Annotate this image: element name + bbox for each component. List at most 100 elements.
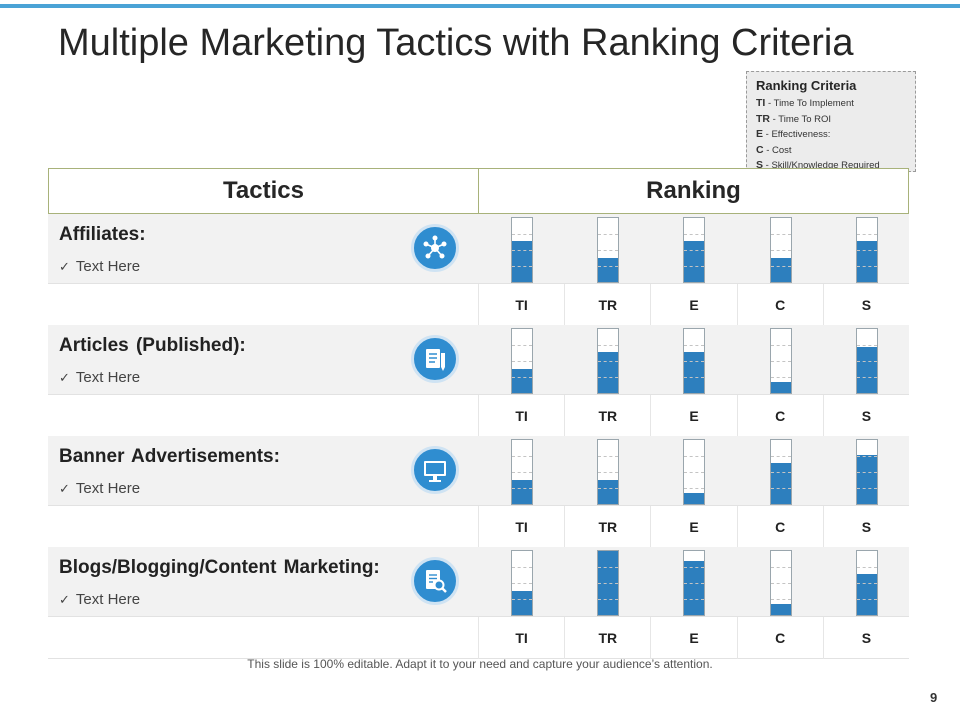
network-icon [411,224,459,272]
criteria-abbr: S [756,159,764,171]
bar-gridline [512,583,532,584]
ranking-label: S [822,284,909,326]
ranking-labels: TI TR E C S [478,284,909,326]
tactic-name: Articles (Published): [59,335,246,356]
tactic-text: ✓ Text Here [59,480,140,497]
tactic-row-main: Banner Advertisements: ✓ Text Here [48,436,909,506]
bar-gridline [770,599,791,600]
tactic-text-value: Text Here [75,591,141,608]
ranking-bar [683,217,706,283]
criteria-abbr: TI [756,97,766,109]
ranking-cell-ti [478,436,564,506]
ranking-cell-tr [564,547,650,617]
criteria-abbr: C [756,143,764,156]
ranking-bar [855,328,878,394]
bar-gridline [684,234,705,235]
checkmark-icon: ✓ [59,592,70,607]
tactic-text: ✓ Text Here [59,591,140,608]
checkmark-icon: ✓ [59,370,70,385]
ranking-cell-s [823,325,909,395]
ranking-cell-s [823,214,909,284]
bar-gridline [684,250,705,251]
ranking-label: S [822,617,909,659]
criteria-item: S - Skill/Knowledge Required [756,158,906,174]
bar-gridline [856,567,877,568]
ranking-cell-tr [564,436,650,506]
bar-gridline [598,488,619,489]
header-tactics: Tactics [49,169,479,213]
ranking-bars [478,214,909,284]
tactic-row: Articles (Published): ✓ Text Here TI TR E C S [48,325,909,437]
tactic-row-main: Blogs/Blogging/Content Marketing: ✓ Text H… [48,547,909,617]
ranking-bar-fill [512,591,532,615]
bar-gridline [598,234,619,235]
bar-gridline [770,266,791,267]
bar-gridline [598,599,619,600]
tactic-row: Affiliates: ✓ Text Here TI TR E C S [48,214,909,326]
criteria-item: E - Effectiveness: [756,127,906,143]
ranking-bar [683,328,706,394]
bar-gridline [770,567,791,568]
ranking-cell-c [737,436,823,506]
ranking-bar-fill [684,241,705,282]
tactic-name: Blogs/Blogging/Content Marketing: [59,557,380,578]
bar-gridline [856,599,877,600]
bar-gridline [684,472,705,473]
tactic-text: ✓ Text Here [59,369,140,386]
criteria-desc: - Time To Implement [765,98,854,109]
document-pen-icon [411,335,459,383]
ranking-label: E [650,395,736,437]
bar-gridline [856,377,877,378]
ranking-bars [478,436,909,506]
tactic-name: Banner Advertisements: [59,446,280,467]
ranking-bar-fill [856,347,877,393]
ranking-cell-ti [478,325,564,395]
bar-gridline [684,456,705,457]
slide-title: Multiple Marketing Tactics with Ranking … [58,22,854,64]
ranking-bar [769,217,792,283]
slide-footer-note: This slide is 100% editable. Adapt it to… [247,657,713,671]
criteria-desc: - Cost [763,144,792,156]
ranking-label: E [650,506,736,548]
ranking-label: S [822,506,909,548]
criteria-item: TR - Time To ROI [756,112,906,128]
ranking-cell-c [737,547,823,617]
bar-gridline [856,488,877,489]
ranking-cell-ti [478,214,564,284]
bar-gridline [598,456,619,457]
ranking-label: C [736,617,823,659]
bar-gridline [770,234,791,235]
bar-gridline [598,472,619,473]
bar-gridline [770,361,791,362]
bar-gridline [512,266,532,267]
tactic-row: Blogs/Blogging/Content Marketing: ✓ Text H… [48,547,909,659]
ranking-bar-fill [512,480,532,504]
ranking-label: E [650,284,736,326]
ranking-cell-tr [564,214,650,284]
bar-gridline [512,456,532,457]
tactic-row: Banner Advertisements: ✓ Text Here TI TR E C S [48,436,909,548]
ranking-bar-fill [598,258,619,282]
ranking-bar [597,439,620,505]
ranking-label: TR [564,506,650,548]
ranking-labels: TI TR E C S [478,617,909,659]
ranking-bar [511,328,533,394]
page-number: 9 [930,690,938,705]
bar-gridline [770,488,791,489]
bar-gridline [512,567,532,568]
bar-gridline [598,567,619,568]
bar-gridline [856,266,877,267]
ranking-cell-s [823,547,909,617]
ranking-bar [769,550,792,616]
ranking-labels-row: TI TR E C S [48,284,909,326]
ranking-bar [769,328,792,394]
bar-gridline [598,583,619,584]
ranking-bar-fill [684,561,705,615]
bar-gridline [598,266,619,267]
tactic-name: Affiliates: [59,224,146,245]
ranking-bars [478,325,909,395]
ranking-bar-fill [684,352,705,393]
ranking-label: TR [564,284,650,326]
ranking-bar-fill [856,455,877,504]
bar-gridline [512,234,532,235]
